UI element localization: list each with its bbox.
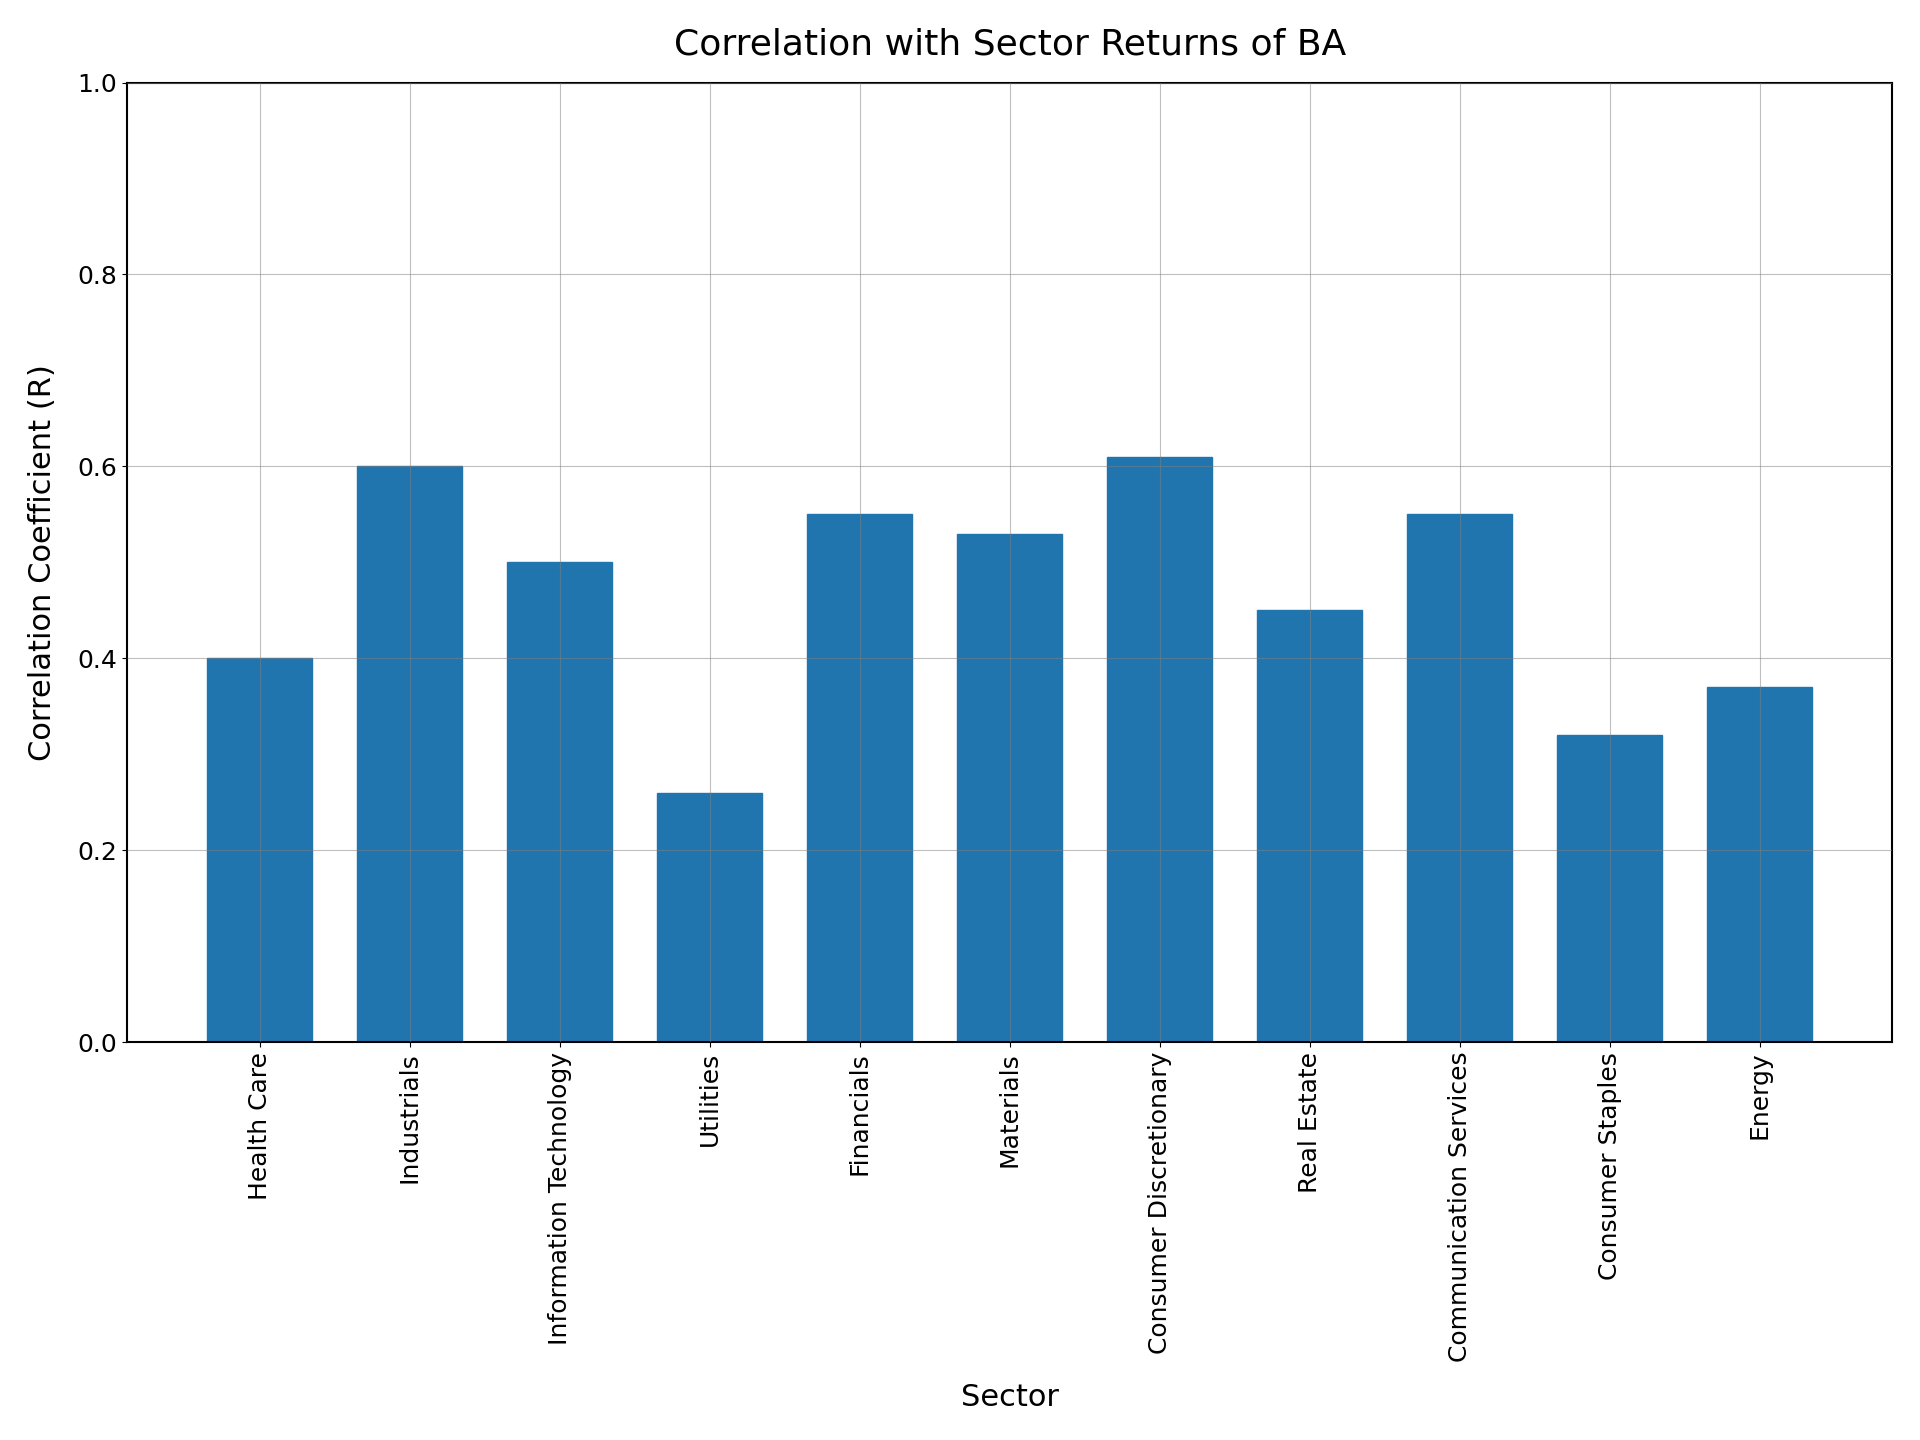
Bar (958, 533, 1062, 1043)
Bar (1258, 611, 1361, 1043)
Bar (507, 562, 612, 1043)
Bar (1407, 514, 1513, 1043)
Bar (1707, 687, 1812, 1043)
Bar (357, 467, 463, 1043)
Bar (207, 658, 313, 1043)
Bar (1557, 734, 1663, 1043)
Y-axis label: Correlation Coefficient (R): Correlation Coefficient (R) (27, 364, 58, 760)
Title: Correlation with Sector Returns of BA: Correlation with Sector Returns of BA (674, 27, 1346, 62)
X-axis label: Sector: Sector (960, 1384, 1058, 1413)
Bar (806, 514, 912, 1043)
Bar (1108, 456, 1212, 1043)
Bar (657, 792, 762, 1043)
